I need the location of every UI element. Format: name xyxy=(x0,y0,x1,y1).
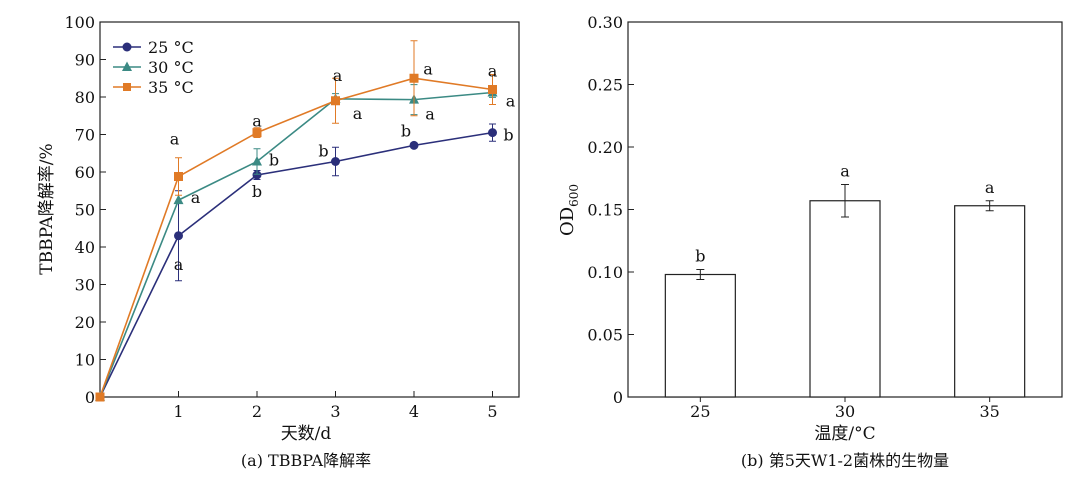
bar-item: a xyxy=(809,162,881,398)
x-tick-label: 2 xyxy=(252,402,262,421)
data-point xyxy=(488,128,497,138)
series-triangle: aba aa xyxy=(95,84,516,401)
x-tick-label: 25 xyxy=(690,402,710,421)
y-tick-label: 30 xyxy=(75,276,95,295)
legend-item: 25 °C xyxy=(113,38,194,57)
legend-marker xyxy=(122,42,132,52)
bar xyxy=(809,200,881,398)
y-tick-label: 100 xyxy=(64,13,95,32)
bar xyxy=(954,205,1026,398)
legend-marker xyxy=(122,61,132,71)
y-tick-label: 20 xyxy=(75,313,95,332)
bar-x-axis-label: 温度/°C xyxy=(814,424,875,444)
bar xyxy=(664,273,736,398)
bar-y-axis-label: OD600 xyxy=(557,184,581,236)
bar-chart-panel: 0 0.05 0.10 0.15 0.20 0.25 0.30 b a a 25 30 35 OD6… xyxy=(557,13,1063,470)
significance-label: a xyxy=(425,105,435,124)
line-chart-caption: (a) TBBPA降解率 xyxy=(241,451,371,470)
significance-label: a xyxy=(840,162,850,181)
y-tick-label: 0.05 xyxy=(587,326,623,345)
series-line xyxy=(99,131,493,398)
bar-chart-caption: (b) 第5天W1-2菌株的生物量 xyxy=(741,451,949,470)
significance-label: a xyxy=(191,188,201,207)
line-x-axis-label: 天数/d xyxy=(281,424,332,444)
significance-label: a xyxy=(174,255,184,274)
bar-item: a xyxy=(954,178,1026,398)
y-tick-label: 70 xyxy=(75,126,95,145)
data-point xyxy=(252,156,262,166)
data-point xyxy=(174,172,183,181)
x-tick-label: 4 xyxy=(409,402,419,421)
significance-label: a xyxy=(353,104,363,123)
x-tick-label: 1 xyxy=(173,402,183,421)
y-tick-label: 80 xyxy=(75,88,95,107)
y-tick-label: 0.15 xyxy=(587,201,623,220)
y-tick-label: 0.30 xyxy=(587,13,623,32)
data-point xyxy=(409,73,419,83)
bar-item: b xyxy=(664,247,736,398)
y-tick-label: 60 xyxy=(75,163,95,182)
x-tick-label: 5 xyxy=(487,402,497,421)
data-point xyxy=(331,96,340,106)
bar-series-group: b a a xyxy=(664,162,1026,398)
bar-y-axis-label-subscript: 600 xyxy=(567,184,581,207)
y-tick-label: 0.25 xyxy=(587,76,623,95)
x-tick-label: 3 xyxy=(330,402,340,421)
y-tick-label: 0.10 xyxy=(587,263,623,282)
significance-label: a xyxy=(506,92,516,111)
legend: 25 °C30 °C35 °C xyxy=(113,38,194,97)
bar-y-axis-ticks: 0 0.05 0.10 0.15 0.20 0.25 0.30 xyxy=(587,13,634,407)
significance-label: b xyxy=(318,142,328,161)
y-tick-label: 0 xyxy=(85,388,95,407)
y-tick-label: 0.20 xyxy=(587,138,623,157)
series-line xyxy=(99,77,493,398)
y-tick-label: 40 xyxy=(75,238,95,257)
significance-label: a xyxy=(423,59,433,78)
data-point xyxy=(331,157,340,166)
y-tick-label: 50 xyxy=(75,201,95,220)
series-square: aaa a a xyxy=(95,40,498,402)
y-tick-label: 0 xyxy=(613,388,623,407)
data-point xyxy=(252,128,262,138)
data-point xyxy=(409,140,419,150)
significance-label: a xyxy=(488,62,498,81)
line-x-axis-ticks: 1 2 3 4 5 xyxy=(173,391,498,421)
y-tick-label: 90 xyxy=(75,51,95,70)
data-point xyxy=(252,170,262,180)
line-y-axis-ticks: 0 10 20 30 40 50 60 70 80 90 100 xyxy=(64,13,106,407)
bar-x-axis-ticks: 25 30 35 xyxy=(690,397,1000,421)
significance-label: a xyxy=(985,178,995,197)
legend-item: 35 °C xyxy=(113,78,194,97)
data-point xyxy=(95,392,105,402)
line-y-axis-label: TBBPA降解率/% xyxy=(37,143,57,274)
x-tick-label: 30 xyxy=(835,402,855,421)
data-point xyxy=(173,194,184,205)
significance-label: a xyxy=(170,130,180,149)
legend-label: 25 °C xyxy=(148,38,194,57)
data-point xyxy=(174,231,183,241)
significance-label: a xyxy=(333,66,343,85)
bar-y-axis-label-main: OD xyxy=(557,207,578,236)
series-line xyxy=(99,91,493,398)
significance-label: b xyxy=(503,126,513,145)
significance-label: b xyxy=(401,121,411,140)
y-tick-label: 10 xyxy=(75,351,95,370)
significance-label: b xyxy=(695,247,705,266)
legend-marker xyxy=(123,83,131,91)
legend-label: 35 °C xyxy=(148,78,194,97)
x-tick-label: 35 xyxy=(979,402,999,421)
legend-item: 30 °C xyxy=(113,58,194,77)
significance-label: b xyxy=(252,182,262,201)
legend-label: 30 °C xyxy=(148,58,194,77)
significance-label: b xyxy=(269,151,279,170)
significance-label: a xyxy=(252,112,262,131)
data-point xyxy=(488,85,497,94)
